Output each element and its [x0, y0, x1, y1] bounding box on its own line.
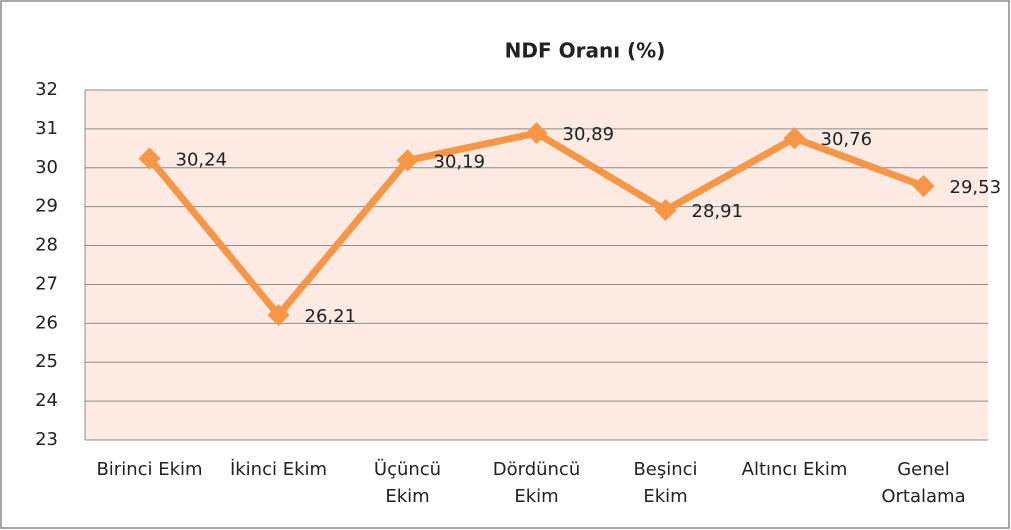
y-tick-label: 32 — [35, 79, 58, 100]
data-label: 28,91 — [692, 201, 744, 222]
y-tick-label: 29 — [35, 196, 58, 217]
data-label: 26,21 — [305, 306, 357, 327]
chart-title: NDF Oranı (%) — [505, 39, 666, 63]
marker — [267, 304, 290, 327]
marker — [525, 122, 548, 145]
data-label: 30,76 — [821, 129, 873, 150]
data-label: 30,19 — [434, 151, 486, 172]
marker — [396, 149, 419, 172]
y-tick-label: 24 — [35, 390, 58, 411]
x-tick-label: Beşinci Ekim — [633, 459, 698, 507]
x-tick-label: İkinci Ekim — [229, 459, 328, 480]
x-tick-label: Birinci Ekim — [96, 459, 203, 480]
data-label: 30,24 — [176, 149, 228, 170]
data-label: 29,53 — [950, 177, 1002, 198]
marker — [783, 127, 806, 150]
y-tick-label: 30 — [35, 157, 58, 178]
x-tick-label: Üçüncü Ekim — [373, 459, 442, 507]
marker — [138, 147, 161, 170]
marker — [912, 175, 935, 198]
y-tick-label: 31 — [35, 118, 58, 139]
x-tick-label: Dördüncü Ekim — [492, 459, 581, 507]
y-tick-label: 28 — [35, 235, 58, 256]
y-tick-label: 23 — [35, 429, 58, 450]
x-tick-label: Genel Ortalama — [881, 459, 966, 507]
y-tick-label: 26 — [35, 312, 58, 333]
data-label: 30,89 — [563, 124, 615, 145]
y-tick-label: 27 — [35, 273, 58, 294]
x-tick-label: Altıncı Ekim — [741, 459, 848, 480]
marker — [654, 199, 677, 222]
y-tick-label: 25 — [35, 351, 58, 372]
